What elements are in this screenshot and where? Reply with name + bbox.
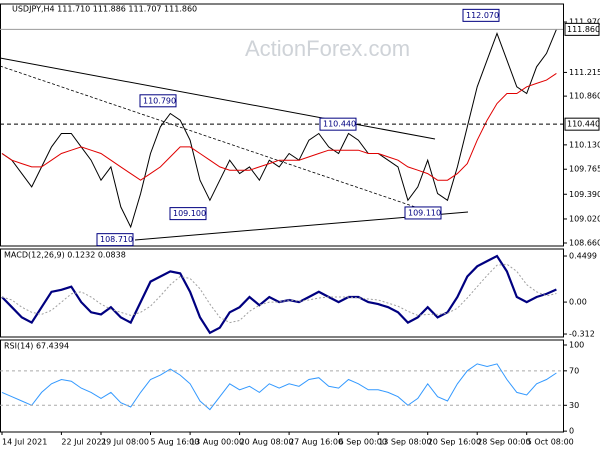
x-tick-label: 20 Aug 08:00 <box>240 438 294 447</box>
y-tick-label: 30 <box>569 401 579 410</box>
y-tick-label: 0.4499 <box>569 252 597 261</box>
x-tick-label: 6 Sep 00:00 <box>339 438 387 447</box>
series-line <box>1 29 557 229</box>
y-tick-label: 108.660 <box>569 238 600 247</box>
annotation-label: 110.440 <box>323 120 356 129</box>
annotation-box <box>139 94 177 108</box>
x-tick-label: 27 Aug 16:00 <box>289 438 343 447</box>
series-line <box>1 254 557 335</box>
x-tick-label: 5 Oct 08:00 <box>527 438 574 447</box>
y-tick-label: 100 <box>569 340 584 349</box>
trendline-upper <box>0 57 436 140</box>
annotation-label: 110.790 <box>143 96 176 105</box>
annotation-box <box>462 8 500 22</box>
annotation-box <box>169 207 207 221</box>
series-line <box>1 363 557 411</box>
y-tick-label: 109.765 <box>569 165 600 174</box>
annotation-label: 109.100 <box>173 209 206 218</box>
price-label: 111.860 <box>567 25 600 34</box>
macd-title: MACD(12,26,9) 0.1232 0.0838 <box>4 251 126 260</box>
x-tick-label: 28 Sep 00:00 <box>477 438 530 447</box>
x-tick-label: 5 Aug 16:00 <box>151 438 200 447</box>
y-tick-label: 109.390 <box>569 190 600 199</box>
y-tick-label: 70 <box>569 366 579 375</box>
x-tick-label: 13 Aug 00:00 <box>190 438 244 447</box>
x-tick-label: 14 Jul 2021 <box>2 438 47 447</box>
trendline-dashed <box>0 65 431 213</box>
price-label: 110.440 <box>567 120 600 129</box>
plot <box>1 29 557 411</box>
y-tick-label: 109.020 <box>569 214 600 223</box>
y-tick-label: 110.130 <box>569 140 600 149</box>
annotation-box <box>96 233 134 247</box>
x-tick-label: 13 Sep 08:00 <box>378 438 431 447</box>
chart-title: USDJPY,H4 111.710 111.886 111.707 111.86… <box>12 5 197 14</box>
annotation-label: 109.110 <box>408 208 441 217</box>
annotation-label: 108.710 <box>100 235 133 244</box>
x-tick-label: 20 Sep 16:00 <box>428 438 481 447</box>
y-tick-label: 111.970 <box>569 18 600 27</box>
series-line <box>1 72 557 181</box>
watermark: ActionForex.com <box>245 36 410 61</box>
y-tick-label: 0.00 <box>569 298 587 307</box>
y-tick-label: 110.860 <box>569 92 600 101</box>
x-tick-label: 29 Jul 08:00 <box>101 438 149 447</box>
annotation-box <box>404 206 442 220</box>
annotation-box <box>319 117 357 131</box>
rsi-title: RSI(14) 67.4394 <box>4 342 69 351</box>
x-tick-label: 22 Jul 2021 <box>61 438 106 447</box>
price-box <box>564 22 600 36</box>
annotation-label: 112.070 <box>466 11 499 20</box>
price-box <box>564 117 600 131</box>
y-tick-label: 0 <box>569 427 574 436</box>
y-tick-label: 111.215 <box>569 68 600 77</box>
y-tick-label: -0.312 <box>569 330 595 339</box>
series-line <box>1 263 557 324</box>
